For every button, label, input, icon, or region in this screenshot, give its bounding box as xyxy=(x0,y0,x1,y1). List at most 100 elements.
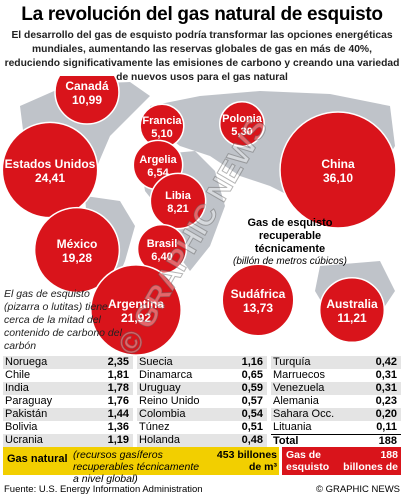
bubble xyxy=(279,111,397,229)
country: Noruega xyxy=(5,356,48,368)
table-row: India 1,78 xyxy=(3,382,133,395)
country: Alemania xyxy=(273,395,319,407)
table: Noruega 2,35 Chile 1,81 India 1,78 Paraguay 1,7… xyxy=(3,356,401,448)
bubble-value: 10,99 xyxy=(72,93,102,107)
value: 1,36 xyxy=(107,421,129,433)
bubble xyxy=(149,172,207,230)
table-row: Reino Unido 0,57 xyxy=(137,395,267,408)
country: Uruguay xyxy=(139,382,181,394)
bubble-value: 5,10 xyxy=(151,128,172,140)
bubble-value: 19,28 xyxy=(62,251,92,265)
summary-natural: Gas natural (recursos gasíferos recupera… xyxy=(3,447,279,485)
country: Chile xyxy=(5,369,31,381)
table-row: Dinamarca 0,65 xyxy=(137,369,267,382)
country: Turquía xyxy=(273,356,311,368)
total-value: 188 xyxy=(378,435,397,447)
bubble-value: 11,21 xyxy=(337,311,367,325)
credit: © GRAPHIC NEWS xyxy=(315,484,400,495)
country: Reino Unido xyxy=(139,395,200,407)
country: Bolivia xyxy=(5,421,38,433)
country: India xyxy=(5,382,29,394)
value: 1,16 xyxy=(241,356,263,368)
shale-name: Gas de esquisto xyxy=(286,449,330,473)
bubble-value: 21,92 xyxy=(121,311,151,325)
bubble-label: Australia xyxy=(326,297,378,311)
table-row: Lituania 0,11 xyxy=(271,421,401,434)
value: 0,31 xyxy=(375,382,397,394)
bubble-value: 6,40 xyxy=(151,251,172,263)
country: Marruecos xyxy=(273,369,325,381)
bubble-value: 6,54 xyxy=(147,167,169,179)
country: Pakistán xyxy=(5,408,48,420)
bubble-label: Estados Unidos xyxy=(5,157,96,171)
bubble xyxy=(33,206,121,294)
table-row: Colombia 0,54 xyxy=(137,408,267,421)
value: 2,35 xyxy=(107,356,129,368)
annotation: El gas de esquisto (pizarra o lutitas) t… xyxy=(4,288,122,352)
table-row: Noruega 2,35 xyxy=(3,356,133,369)
table-column: Turquía 0,42 Marruecos 0,31 Venezuela 0,31 Ale… xyxy=(271,356,401,448)
country: Suecia xyxy=(139,356,173,368)
value: 1,44 xyxy=(107,408,129,420)
table-row: Suecia 1,16 xyxy=(137,356,267,369)
table-row: Holanda 0,48 xyxy=(137,434,267,447)
bubble-label: Libia xyxy=(165,190,192,202)
summary-shale: Gas de esquisto 188 billones de m³ xyxy=(282,447,401,485)
table-row: Paraguay 1,76 xyxy=(3,395,133,408)
country: Holanda xyxy=(139,434,180,446)
table-row: Marruecos 0,31 xyxy=(271,369,401,382)
title: La revolución del gas natural de esquist… xyxy=(21,4,383,25)
country: Dinamarca xyxy=(139,369,193,381)
table-row: Chile 1,81 xyxy=(3,369,133,382)
table-column: Suecia 1,16 Dinamarca 0,65 Uruguay 0,59 Reino … xyxy=(137,356,267,447)
bubble-value: 24,41 xyxy=(35,171,65,185)
country: Ucrania xyxy=(5,434,43,446)
natural-name: Gas natural xyxy=(7,453,68,465)
bubble-label: Francia xyxy=(142,115,182,127)
bubble-value: 8,21 xyxy=(167,203,188,215)
bubble xyxy=(318,276,386,344)
bubble xyxy=(221,263,295,337)
table-row: Alemania 0,23 xyxy=(271,395,401,408)
value: 0,65 xyxy=(241,369,263,381)
bubble-label: Brasil xyxy=(147,238,178,250)
table-column: Noruega 2,35 Chile 1,81 India 1,78 Paraguay 1,7… xyxy=(3,356,133,447)
bubble-label: Argentina xyxy=(108,297,164,311)
country: Paraguay xyxy=(5,395,53,407)
bubble-value: 5,30 xyxy=(231,126,252,138)
bubble xyxy=(54,76,120,125)
legend-unit: (billón de metros cúbicos) xyxy=(233,256,347,267)
bubble-label: China xyxy=(321,157,355,171)
value: 0,42 xyxy=(375,356,397,368)
bubble-label: México xyxy=(57,237,98,251)
shale-value: 188 billones de m³ xyxy=(343,449,398,485)
bubble-value: 36,10 xyxy=(323,171,353,185)
value: 0,20 xyxy=(375,408,397,420)
table-row: Venezuela 0,31 xyxy=(271,382,401,395)
table-row: Pakistán 1,44 xyxy=(3,408,133,421)
subtitle: El desarrollo del gas de esquisto podría… xyxy=(4,30,400,83)
legend-title: Gas de esquisto recuperable técnicamente xyxy=(247,217,333,255)
table-row: Sahara Occ. 0,20 xyxy=(271,408,401,421)
source: Fuente: U.S. Energy Information Administ… xyxy=(4,484,203,495)
country: Sahara Occ. xyxy=(273,408,335,420)
table-row: Turquía 0,42 xyxy=(271,356,401,369)
country: Túnez xyxy=(139,421,170,433)
country: Venezuela xyxy=(273,382,325,394)
total-row: Total 188 xyxy=(271,434,401,448)
country: Colombia xyxy=(139,408,186,420)
value: 0,57 xyxy=(241,395,263,407)
bubble-label: Sudáfrica xyxy=(231,287,286,301)
value: 1,19 xyxy=(107,434,129,446)
value: 0,48 xyxy=(241,434,263,446)
value: 1,76 xyxy=(107,395,129,407)
natural-note: (recursos gasíferos recuperables técnica… xyxy=(73,449,200,485)
value: 0,31 xyxy=(375,369,397,381)
value: 0,23 xyxy=(375,395,397,407)
value: 0,59 xyxy=(241,382,263,394)
value: 0,11 xyxy=(376,421,397,433)
bubble xyxy=(219,101,265,147)
total-label: Total xyxy=(273,435,299,447)
